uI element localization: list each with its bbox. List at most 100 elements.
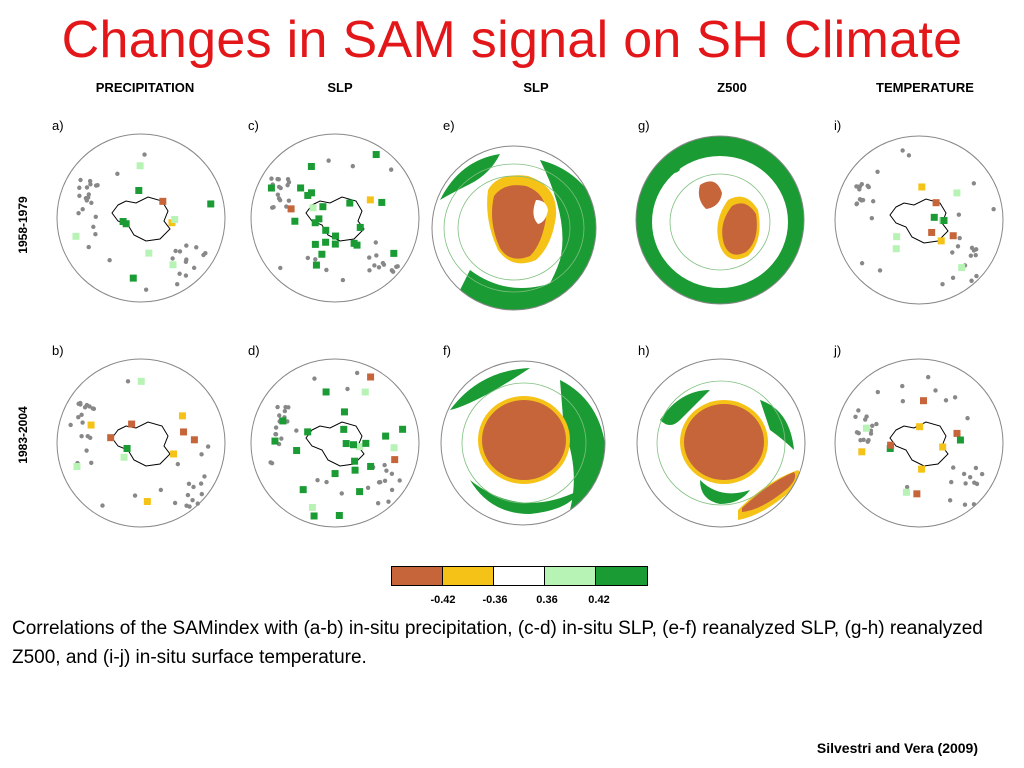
colorbar-swatch-weak-positive [545, 567, 596, 585]
station-marker [143, 287, 149, 292]
correlation-marker [887, 441, 895, 449]
column-header-precipitation: PRECIPITATION [95, 80, 195, 95]
station-marker [82, 405, 88, 410]
correlation-marker [346, 199, 354, 207]
panel-label-c: c) [248, 118, 259, 133]
correlation-marker [335, 511, 343, 519]
station-marker [125, 379, 131, 384]
station-marker [195, 501, 200, 506]
station-marker [874, 421, 879, 427]
station-marker [84, 448, 89, 453]
panel-label-e: e) [443, 118, 455, 133]
station-marker [76, 415, 81, 420]
station-marker [286, 198, 292, 203]
panel-label-f: f) [443, 343, 451, 358]
correlation-marker [351, 457, 359, 465]
station-marker [382, 478, 388, 484]
station-marker [382, 462, 387, 468]
station-marker [324, 267, 329, 273]
correlation-marker [937, 237, 945, 245]
station-marker [973, 465, 979, 471]
correlation-marker [318, 250, 326, 258]
correlation-marker [919, 397, 927, 405]
correlation-marker [107, 434, 115, 442]
colorbar-tick-3: 0.36 [536, 594, 558, 606]
station-marker [170, 256, 175, 261]
station-marker [93, 214, 98, 219]
station-marker [856, 408, 861, 413]
station-marker [853, 414, 858, 419]
station-marker [324, 479, 329, 485]
colorbar-swatch-weak-negative [443, 567, 494, 585]
station-marker [202, 474, 207, 479]
station-marker [865, 183, 870, 189]
column-header-slp-reanalyzed: SLP [523, 80, 549, 95]
correlation-marker [279, 417, 287, 425]
correlation-marker [390, 444, 398, 452]
correlation-marker [143, 497, 151, 505]
station-marker [367, 255, 372, 260]
correlation-marker [322, 388, 330, 396]
station-marker [80, 207, 85, 212]
station-marker [315, 477, 320, 483]
station-marker [158, 487, 164, 493]
station-marker [78, 177, 83, 183]
station-marker [79, 412, 84, 418]
correlation-marker [171, 215, 179, 223]
correlation-marker [928, 228, 936, 236]
correlation-marker [304, 191, 312, 199]
correlation-marker [940, 217, 948, 225]
station-marker [971, 248, 977, 253]
station-marker [77, 185, 82, 190]
correlation-marker [293, 447, 301, 455]
map-panel-c [250, 133, 420, 303]
correlation-marker [862, 424, 870, 432]
correlation-marker [916, 423, 924, 431]
panel-label-i: i) [834, 118, 842, 133]
correlation-marker [319, 203, 327, 211]
station-marker [184, 243, 189, 248]
station-marker [870, 423, 875, 428]
correlation-marker [159, 197, 167, 205]
correlation-marker [378, 198, 386, 206]
correlation-marker [304, 428, 312, 436]
station-marker [955, 244, 961, 249]
station-marker [339, 491, 344, 496]
correlation-marker [137, 377, 145, 385]
station-marker [354, 370, 360, 376]
station-marker [269, 176, 274, 181]
correlation-marker [145, 249, 153, 257]
station-marker [184, 257, 189, 262]
station-marker [313, 257, 318, 262]
station-marker [900, 383, 905, 389]
station-marker [380, 260, 386, 266]
station-marker [951, 465, 956, 470]
map-panel-i [834, 135, 1004, 305]
map-panel-a [56, 133, 226, 303]
correlation-marker [362, 439, 370, 447]
correlation-marker [72, 232, 80, 240]
correlation-marker [356, 223, 364, 231]
station-marker [857, 197, 863, 202]
station-marker [191, 265, 197, 271]
correlation-marker [267, 184, 275, 192]
column-header-z500: Z500 [717, 80, 747, 95]
station-marker [87, 178, 93, 184]
station-marker [956, 212, 962, 217]
station-marker [397, 478, 402, 483]
correlation-maps [56, 133, 1004, 528]
station-marker [395, 264, 400, 269]
correlation-marker [340, 408, 348, 416]
station-marker [974, 481, 980, 487]
station-marker [78, 400, 83, 406]
correlation-marker [390, 249, 398, 257]
station-marker [276, 177, 282, 182]
station-marker [95, 182, 100, 188]
station-marker [132, 493, 138, 498]
correlation-marker [311, 240, 319, 248]
station-marker [173, 248, 178, 254]
station-marker [378, 480, 383, 485]
panel-label-a: a) [52, 118, 64, 133]
correlation-marker [87, 421, 95, 429]
correlation-marker [918, 183, 926, 191]
